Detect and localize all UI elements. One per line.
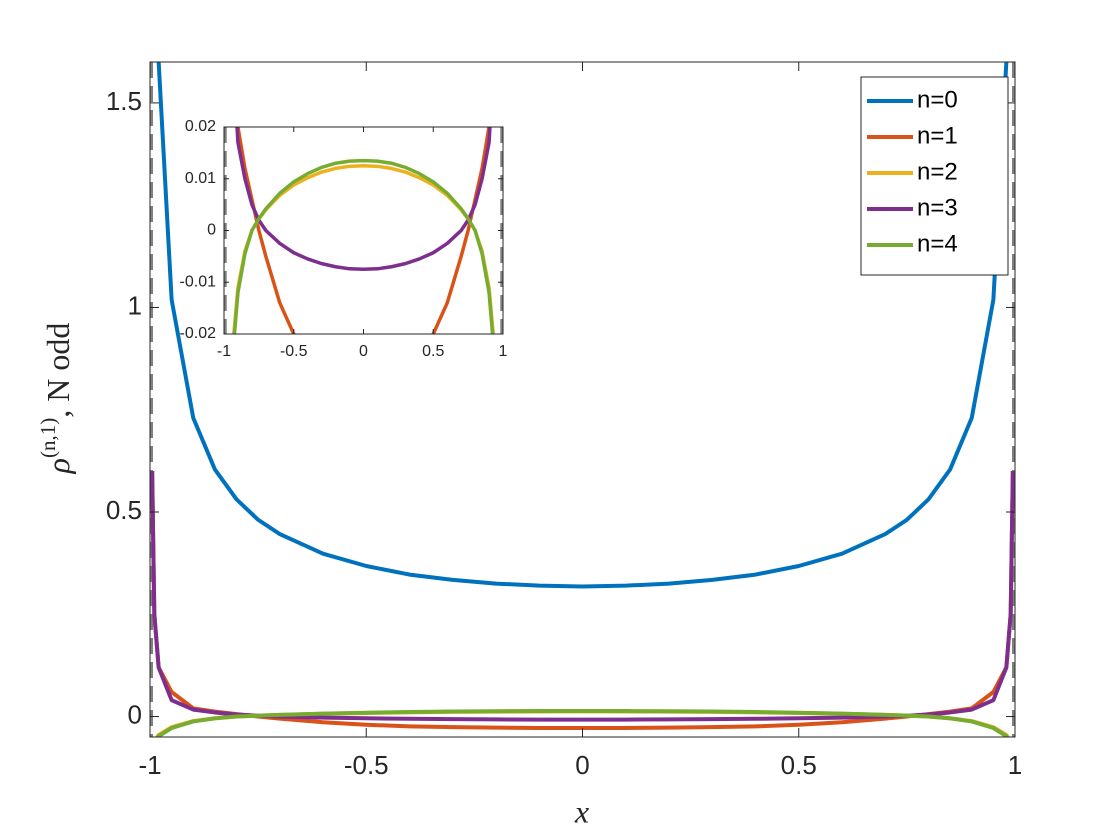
y-tick-label: 0.01 (185, 170, 216, 187)
x-tick-label: 0.5 (422, 343, 444, 360)
x-axis-label: x (574, 793, 589, 829)
x-tick-label: 0 (575, 750, 589, 780)
y-tick-label: 1.5 (106, 86, 142, 116)
plot-clip (224, 127, 503, 334)
legend-label: n=3 (917, 194, 958, 221)
x-tick-label: -1 (217, 343, 231, 360)
y-tick-label: -0.01 (180, 273, 217, 290)
series-line (235, 127, 492, 272)
legend-label: n=2 (917, 158, 958, 185)
series-line (156, 62, 1009, 589)
y-tick-label: 0.5 (106, 495, 142, 525)
y-tick-label: -0.02 (180, 325, 217, 342)
legend-label: n=4 (917, 230, 958, 257)
x-tick-label: -1 (138, 750, 161, 780)
y-tick-label: 1 (128, 290, 142, 320)
y-tick-label: 0 (207, 222, 216, 239)
y-label-sup: (n,1) (36, 418, 60, 458)
x-tick-label: -0.5 (344, 750, 389, 780)
legend-box (860, 76, 1009, 276)
y-label-rest: , N odd (40, 323, 76, 418)
x-tick-label: -0.5 (280, 343, 308, 360)
y-tick-label: 0.02 (185, 118, 216, 135)
x-tick-label: 1 (499, 343, 508, 360)
series-line (150, 471, 1015, 722)
x-tick-label: 0 (359, 343, 368, 360)
y-axis-label: ρ(n,1), N odd (36, 323, 77, 475)
x-tick-label: 1 (1008, 750, 1022, 780)
series-line (232, 158, 495, 334)
y-label-base: ρ (40, 458, 76, 474)
series-line (236, 127, 491, 334)
legend-label: n=0 (917, 86, 958, 113)
series-line (155, 709, 1010, 737)
y-tick-label: 0 (128, 699, 142, 729)
legend-label: n=1 (917, 122, 958, 149)
x-tick-label: 0.5 (781, 750, 817, 780)
